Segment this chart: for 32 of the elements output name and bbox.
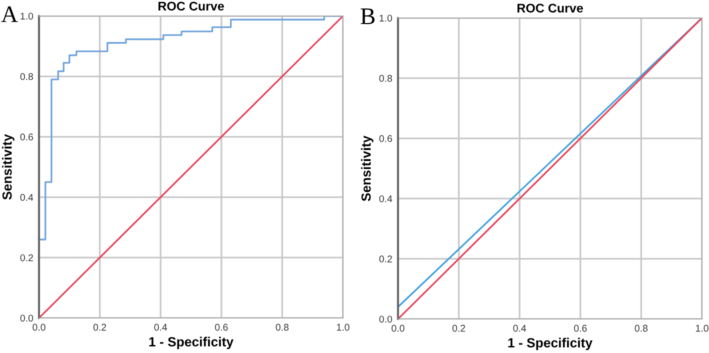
x-tick-label: 0.4 bbox=[513, 324, 526, 332]
x-axis-title: 1 - Specificity bbox=[508, 338, 592, 350]
x-tick-label: 0.0 bbox=[32, 324, 46, 331]
y-tick-label: 0.4 bbox=[20, 194, 34, 201]
y-tick-label: 0.8 bbox=[379, 74, 392, 82]
x-tick-label: 0.0 bbox=[392, 324, 404, 332]
chart-title: ROC Curve bbox=[517, 4, 583, 13]
x-tick-label: 0.2 bbox=[452, 324, 466, 332]
y-tick-label: 0.4 bbox=[379, 195, 392, 202]
x-axis-title: 1 - Specificity bbox=[149, 336, 234, 350]
chart-title: ROC Curve bbox=[158, 2, 224, 11]
y-tick-label: 0.0 bbox=[20, 314, 34, 322]
text: A bbox=[1, 6, 18, 22]
y-tick-label: 0.6 bbox=[20, 134, 34, 140]
x-tick-label: 0.2 bbox=[93, 324, 106, 331]
text: B bbox=[360, 8, 375, 24]
y-tick-label: 1.0 bbox=[20, 12, 34, 20]
x-tick-label: 0.6 bbox=[574, 324, 587, 332]
y-tick-label: 0.8 bbox=[20, 73, 34, 80]
y-tick-label: 0.2 bbox=[379, 256, 392, 262]
x-tick-label: 0.4 bbox=[154, 324, 168, 331]
y-tick-label: 0.6 bbox=[379, 135, 392, 142]
y-tick-label: 1.0 bbox=[380, 14, 392, 22]
x-tick-label: 0.8 bbox=[634, 324, 648, 332]
y-tick-label: 0.0 bbox=[379, 316, 392, 323]
x-tick-label: 0.8 bbox=[276, 324, 289, 331]
x-tick-label: 1.0 bbox=[696, 324, 708, 332]
y-tick-label: 0.2 bbox=[20, 254, 33, 262]
y-axis-title: Sensitivity bbox=[2, 134, 14, 200]
y-axis-title: Sensitivity bbox=[361, 136, 374, 202]
x-tick-label: 1.0 bbox=[336, 324, 350, 331]
x-tick-label: 0.6 bbox=[215, 324, 228, 331]
